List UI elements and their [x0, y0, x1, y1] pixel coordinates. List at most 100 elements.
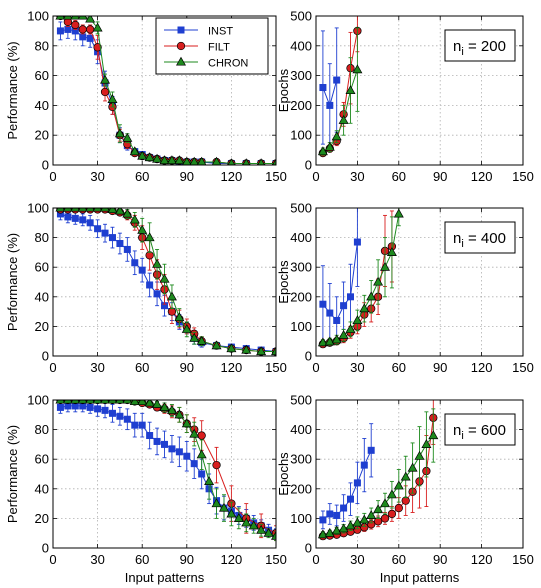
plot-frame — [315, 15, 524, 166]
data-point-chron — [144, 400, 155, 407]
data-point-chron — [393, 208, 404, 218]
data-point-chron — [189, 332, 200, 342]
data-point-chron — [62, 400, 73, 404]
y-tick-label: 60 — [35, 452, 49, 467]
data-point-chron — [226, 343, 237, 353]
data-point-filt — [78, 25, 87, 34]
series-chron — [55, 208, 276, 356]
x-tick-label: 0 — [49, 360, 56, 375]
annotation-box — [444, 413, 516, 446]
data-point-chron — [166, 291, 177, 301]
x-tick-label: 0 — [49, 552, 56, 567]
data-point-chron — [189, 428, 200, 438]
data-point-chron — [338, 523, 349, 533]
data-point-filt — [197, 431, 206, 440]
data-point-chron — [159, 402, 170, 411]
legend-marker-filt — [176, 41, 186, 51]
data-point-chron — [324, 141, 335, 151]
y-tick-label: 400 — [290, 230, 312, 245]
data-point-inst — [123, 245, 131, 253]
series-group — [317, 400, 439, 541]
data-point-inst — [101, 406, 109, 414]
data-point-chron — [352, 517, 363, 527]
y-tick-label: 200 — [290, 98, 312, 113]
series-inst — [319, 208, 361, 345]
data-point-chron — [352, 64, 363, 74]
x-tick-label: 60 — [135, 552, 149, 567]
data-point-chron — [129, 400, 140, 406]
plot-frame — [52, 399, 277, 549]
data-point-chron — [152, 400, 163, 408]
data-point-chron — [70, 400, 81, 404]
data-point-chron — [144, 152, 155, 162]
x-tick-label: 60 — [135, 169, 149, 184]
data-point-chron — [55, 400, 66, 404]
x-tick-label: 30 — [90, 169, 104, 184]
data-point-chron — [62, 208, 73, 212]
data-point-inst — [153, 437, 161, 445]
data-point-inst — [56, 27, 64, 35]
series-group — [55, 400, 276, 542]
x-tick-label: 150 — [265, 169, 287, 184]
data-point-chron — [204, 476, 215, 485]
data-point-chron — [137, 224, 148, 234]
data-point-chron — [92, 208, 103, 212]
series-chron — [55, 16, 276, 165]
data-point-chron — [366, 291, 377, 301]
data-point-chron — [152, 153, 163, 163]
y-tick-label: 80 — [35, 230, 49, 245]
x-tick-label: 90 — [433, 552, 447, 567]
x-tick-label: 30 — [350, 552, 364, 567]
data-point-inst — [346, 495, 354, 503]
data-point-chron — [70, 208, 81, 212]
data-point-filt — [93, 43, 102, 52]
data-point-inst — [319, 300, 327, 308]
panel-6: 0 30 60 90 120 150 0 100 200 300 400 500 Epochs Input… — [276, 393, 534, 586]
data-point-inst — [79, 216, 87, 224]
data-point-chron — [137, 150, 148, 160]
plot-frame — [52, 15, 277, 166]
data-point-chron — [272, 158, 276, 165]
plot-frame — [315, 207, 524, 357]
data-point-chron — [85, 16, 96, 23]
data-point-inst — [116, 240, 124, 248]
data-point-inst — [340, 302, 348, 310]
y-tick-label: 20 — [35, 128, 49, 143]
plot-frame — [315, 399, 524, 549]
series-chron — [317, 408, 439, 539]
data-point-inst — [86, 34, 94, 42]
data-point-chron — [55, 208, 66, 212]
x-tick-label: 90 — [433, 360, 447, 375]
x-tick-label: 120 — [221, 360, 243, 375]
data-point-inst — [353, 238, 361, 246]
data-point-inst — [64, 25, 72, 33]
panel-5: 0 30 60 90 120 150 0 20 40 60 80 100 Performance (%)… — [5, 393, 287, 586]
x-tick-label: 60 — [392, 360, 406, 375]
x-tick-label: 90 — [433, 169, 447, 184]
data-point-chron — [241, 517, 252, 527]
data-point-chron — [114, 208, 125, 215]
data-point-chron — [414, 450, 425, 460]
y-axis-label: Epochs — [276, 260, 291, 304]
data-point-chron — [174, 155, 185, 165]
data-point-chron — [352, 315, 363, 325]
annotation-text: ni = 400 — [453, 230, 506, 250]
data-point-inst — [146, 432, 154, 440]
data-point-chron — [107, 400, 118, 404]
y-tick-label: 500 — [290, 201, 312, 216]
data-point-chron — [428, 430, 439, 440]
y-tick-label: 200 — [290, 289, 312, 304]
data-point-chron — [181, 418, 192, 428]
data-point-chron — [129, 146, 140, 156]
series-chron — [55, 400, 276, 542]
data-point-chron — [227, 158, 236, 165]
data-point-chron — [271, 530, 276, 540]
data-point-chron — [100, 74, 111, 84]
data-point-inst — [108, 234, 116, 242]
data-point-chron — [338, 114, 349, 124]
data-point-chron — [122, 208, 133, 218]
series-inst — [319, 27, 341, 148]
data-point-filt — [212, 460, 221, 470]
data-point-chron — [380, 498, 390, 508]
y-tick-label: 100 — [290, 319, 312, 334]
